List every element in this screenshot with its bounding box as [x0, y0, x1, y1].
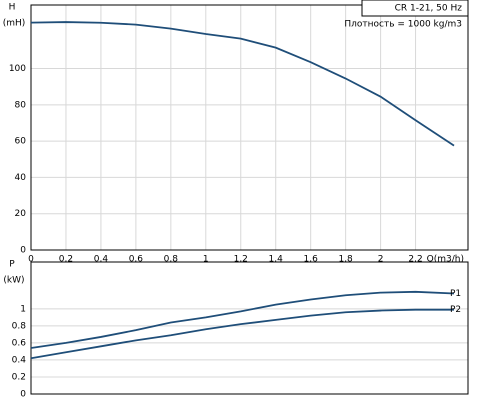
y-tick-label: 20: [15, 209, 27, 219]
x-tick-label: 2: [378, 255, 384, 265]
y-tick-label: 80: [15, 100, 27, 110]
power-curve: [30, 308, 455, 360]
y-tick-label: 0: [20, 246, 26, 256]
y-tick-label: 0.2: [12, 372, 26, 382]
y-tick-label: 40: [15, 173, 27, 183]
x-tick-label: 0.4: [94, 255, 109, 265]
y-tick-label: 0.8: [12, 321, 27, 331]
y-tick-label: 100: [9, 64, 26, 74]
x-tick-label: 1.2: [234, 255, 248, 265]
y-axis-unit: (mH): [3, 19, 26, 29]
y-axis-label: H: [9, 3, 16, 13]
plot-frame: [30, 4, 469, 251]
series-label: P1: [450, 289, 461, 299]
x-tick-label: 0.2: [59, 255, 73, 265]
h-curve: [30, 21, 455, 147]
x-tick-label: 1.8: [338, 255, 353, 265]
x-tick-label: 1.4: [269, 255, 284, 265]
title-box: [361, 0, 469, 17]
x-tick-label: 2.2: [408, 255, 422, 265]
y-tick-label: 1: [20, 304, 26, 314]
x-tick-label: 0: [28, 255, 34, 265]
x-tick-label: 1.6: [304, 255, 319, 265]
annotation: Плотность = 1000 kg/m3: [344, 20, 462, 30]
plot-frame: [30, 261, 469, 395]
y-tick-label: 0.6: [12, 338, 27, 348]
series-label: P2: [450, 305, 461, 315]
y-tick-label: 0.4: [12, 355, 27, 365]
y-tick-label: 0: [20, 390, 26, 400]
y-tick-label: 60: [15, 137, 27, 147]
plot-area: [31, 5, 468, 250]
power-curve: [30, 290, 455, 349]
plot-area: [31, 262, 468, 394]
y-axis-label: P: [9, 260, 15, 270]
x-axis-label: Q(m3/h): [427, 255, 464, 265]
x-tick-label: 0.6: [129, 255, 144, 265]
y-axis-unit: (kW): [3, 276, 24, 286]
x-tick-label: 0.8: [164, 255, 179, 265]
chart-title: CR 1-21, 50 Hz: [395, 4, 463, 14]
x-tick-label: 1: [203, 255, 209, 265]
